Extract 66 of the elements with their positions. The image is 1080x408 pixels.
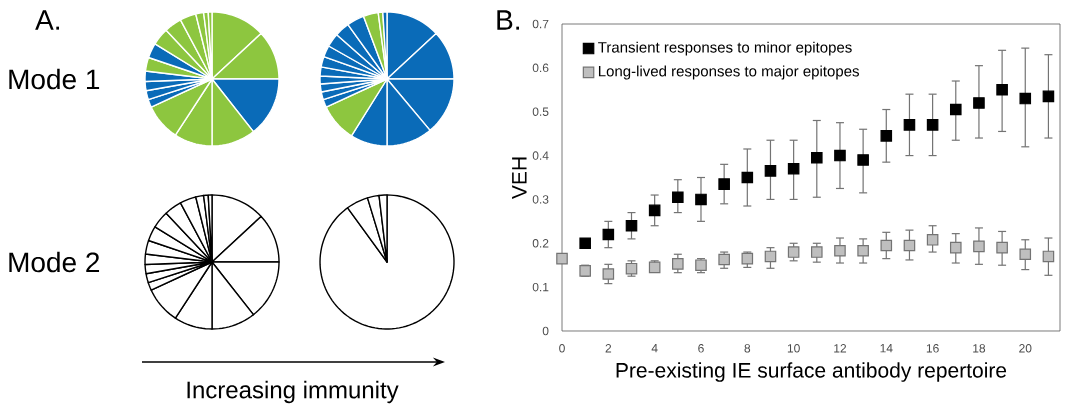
x-axis-title: Pre-existing IE surface antibody repertoire xyxy=(616,362,1007,382)
point xyxy=(648,204,661,217)
point xyxy=(973,97,985,109)
x-tick-label: 8 xyxy=(744,344,751,353)
point xyxy=(880,239,893,252)
x-tick-label: 18 xyxy=(973,344,986,353)
point xyxy=(741,171,754,184)
x-tick-label: 2 xyxy=(605,344,612,353)
point xyxy=(1042,90,1055,103)
text: Mode 2 xyxy=(9,251,100,273)
x-tick-label: 12 xyxy=(834,344,847,353)
text: Mode 1 xyxy=(9,68,100,90)
point xyxy=(764,165,777,177)
y-tick-label: 0.6 xyxy=(532,63,549,73)
x-tick-label: 6 xyxy=(698,344,704,353)
point xyxy=(834,244,846,257)
point xyxy=(949,241,962,254)
point xyxy=(926,119,939,131)
point xyxy=(996,241,1008,254)
point xyxy=(672,258,684,270)
x-tick-label: 10 xyxy=(787,344,800,353)
x-tick-label: 14 xyxy=(880,344,893,353)
chart-title: A. xyxy=(35,10,59,30)
y-tick-label: 0.5 xyxy=(532,107,549,116)
y-tick-label: 0.1 xyxy=(532,282,549,292)
point xyxy=(903,239,916,252)
y-tick-label: 0.7 xyxy=(532,19,549,29)
point xyxy=(996,83,1008,96)
x-tick-label: 0 xyxy=(559,344,565,353)
legend-label: Long-lived responses to major epitopes xyxy=(598,65,859,80)
point xyxy=(695,193,707,206)
point xyxy=(602,228,615,241)
point xyxy=(926,233,939,246)
y-tick-label: 0 xyxy=(542,326,549,336)
point xyxy=(787,246,800,258)
point xyxy=(556,252,568,265)
point xyxy=(811,246,823,258)
point xyxy=(602,268,615,280)
legend-label: Transient responses to minor epitopes xyxy=(598,41,852,56)
chart-title: B. xyxy=(497,10,519,30)
point xyxy=(903,119,916,131)
point xyxy=(741,252,754,265)
point xyxy=(579,237,591,250)
point xyxy=(1019,92,1032,105)
point xyxy=(949,103,962,116)
point xyxy=(672,191,684,204)
y-tick-label: 0.4 xyxy=(532,151,549,160)
point xyxy=(857,244,869,257)
text: Increasing immunity xyxy=(187,380,399,404)
point xyxy=(973,240,985,253)
x-tick-label: 4 xyxy=(651,344,658,353)
y-axis-title: VEH xyxy=(512,157,527,199)
point xyxy=(834,149,846,162)
y-tick-label: 0.3 xyxy=(532,195,549,204)
y-tick-label: 0.2 xyxy=(532,239,549,248)
x-tick-label: 20 xyxy=(1019,344,1032,353)
point xyxy=(787,162,800,175)
point xyxy=(857,154,869,166)
x-tick-label: 16 xyxy=(926,344,939,353)
point xyxy=(1019,248,1032,261)
point xyxy=(718,178,730,190)
point xyxy=(625,219,638,232)
point xyxy=(811,151,823,164)
point xyxy=(880,130,893,142)
point xyxy=(1042,250,1055,263)
point xyxy=(648,261,661,274)
